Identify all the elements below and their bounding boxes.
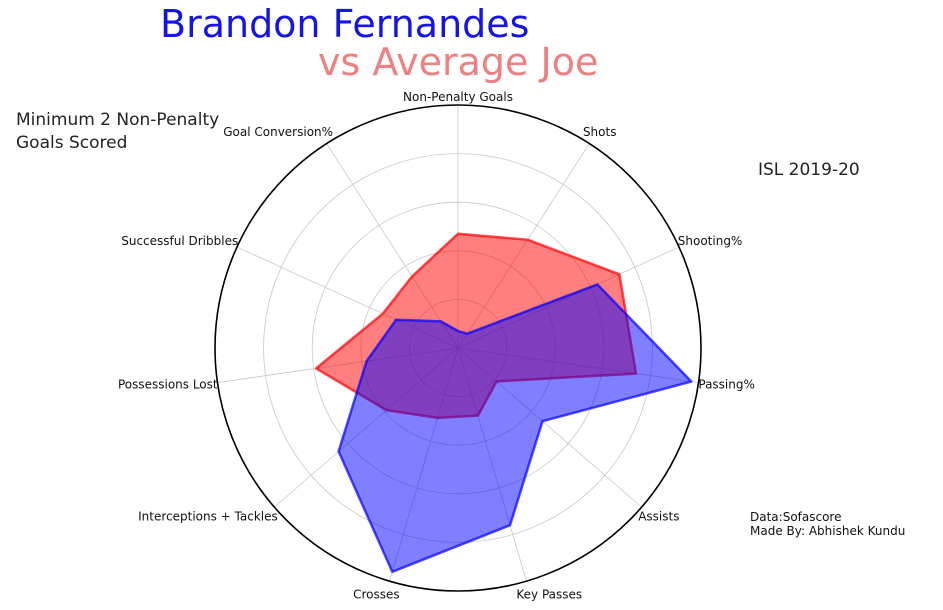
title-player: Brandon Fernandes: [160, 2, 530, 46]
title-comparison: vs Average Joe: [318, 40, 599, 84]
axis-label: Goal Conversion%: [223, 125, 333, 139]
criteria-note-line1: Minimum 2 Non-Penalty: [16, 110, 220, 130]
axis-label: Shooting%: [678, 234, 743, 248]
season-label: ISL 2019-20: [758, 160, 860, 180]
axis-label: Passing%: [698, 378, 755, 392]
author-credit: Made By: Abhishek Kundu: [750, 524, 906, 538]
axis-label: Interceptions + Tackles: [138, 509, 278, 523]
series-area-brandon-fernandes: [337, 283, 693, 574]
criteria-note-line2: Goals Scored: [16, 133, 128, 153]
axis-label: Shots: [583, 125, 617, 139]
axis-label: Assists: [638, 509, 679, 523]
axis-label: Successful Dribbles: [121, 234, 238, 248]
radar-outer-frame: [214, 104, 702, 592]
axis-label: Non-Penalty Goals: [403, 90, 513, 104]
axis-label: Crosses: [353, 588, 400, 602]
axis-label: Key Passes: [516, 588, 582, 602]
data-source-credit: Data:Sofascore: [750, 510, 842, 524]
axis-label: Possessions Lost: [118, 378, 218, 392]
